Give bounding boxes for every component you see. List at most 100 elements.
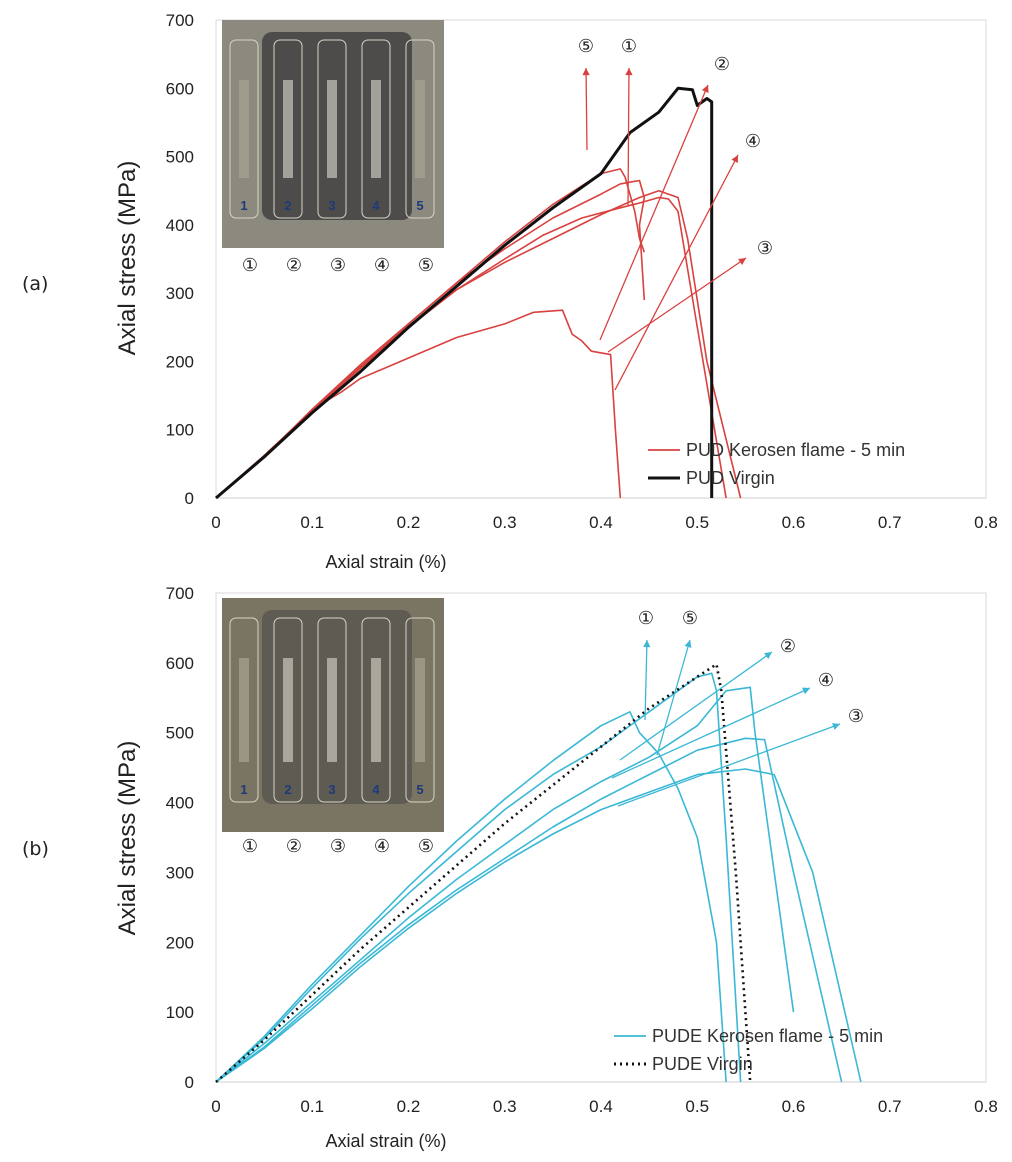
annotation-arrowhead-2 (764, 652, 772, 660)
x-tick-label: 0.6 (782, 1097, 806, 1116)
annotation-arrow-2 (619, 651, 773, 761)
x-tick-label: 0.7 (878, 513, 902, 532)
panel-label: (b) (22, 838, 49, 860)
y-tick-label: 700 (166, 11, 194, 30)
x-tick-label: 0.8 (974, 513, 998, 532)
annotation-label-5: ⑤ (578, 36, 594, 57)
specimen-photo: 1 2 3 4 5 (222, 598, 444, 832)
chart-panel-b: 0 0.1 0.2 0.3 0.4 0.5 0.6 0.7 0.8 0 100 200 300 400 50… (22, 584, 998, 1151)
annotation-arrowhead-3 (738, 258, 746, 266)
y-tick-label: 200 (166, 352, 194, 371)
series-line-3 (215, 737, 843, 1083)
photo-number-label: ③ (330, 836, 346, 857)
specimen-outline (405, 39, 435, 219)
series-line-2 (215, 686, 795, 1083)
y-tick-label: 600 (166, 654, 194, 673)
legend-label: PUD Kerosen flame - 5 min (686, 440, 905, 460)
y-tick-label: 100 (166, 1003, 194, 1022)
legend: PUD Kerosen flame - 5 min PUD Virgin (648, 440, 905, 488)
photo-specimen-number: 4 (372, 198, 380, 213)
series-line-1 (215, 711, 727, 1083)
x-axis-label: Axial strain (%) (325, 1131, 446, 1151)
annotation-arrow-4 (611, 687, 811, 779)
photo-number-label: ① (242, 836, 258, 857)
specimen-strip (415, 658, 425, 762)
x-tick-label: 0.1 (300, 513, 324, 532)
annotation-arrow-2 (599, 84, 709, 341)
y-tick-label: 400 (166, 794, 194, 813)
specimen-outline (317, 617, 347, 803)
y-tick-label: 500 (166, 148, 194, 167)
legend-label: PUD Virgin (686, 468, 775, 488)
y-tick-label: 200 (166, 933, 194, 952)
x-tick-label: 0.8 (974, 1097, 998, 1116)
y-tick-label: 700 (166, 584, 194, 603)
x-tick-label: 0 (211, 513, 220, 532)
photo-number-label: ④ (374, 255, 390, 276)
y-axis-label: Axial stress (MPa) (114, 741, 141, 936)
y-axis-label: Axial stress (MPa) (114, 161, 141, 356)
chart-panel-a: 0 0.1 0.2 0.3 0.4 0.5 0.6 0.7 0.8 0 100 200 300 400 50… (22, 11, 998, 572)
y-tick-label: 0 (185, 1073, 194, 1092)
annotation-arrow-1 (644, 639, 648, 721)
specimen-outline (405, 617, 435, 803)
series-line-3 (215, 309, 622, 499)
specimen-strip (371, 658, 381, 762)
series-line-4 (215, 768, 862, 1083)
photo-specimen-number: 3 (328, 782, 335, 797)
annotation-label-4: ④ (818, 670, 834, 691)
annotation-arrowhead-1 (625, 68, 633, 76)
specimen-strip (239, 658, 249, 762)
y-tick-label: 100 (166, 421, 194, 440)
legend: PUDE Kerosen flame - 5 min PUDE Virgin (614, 1026, 883, 1074)
photo-number-label: ④ (374, 836, 390, 857)
specimen-strip (327, 658, 337, 762)
annotation-arrowhead-2 (701, 85, 709, 93)
x-tick-label: 0.5 (685, 513, 709, 532)
annotation-arrow-5 (656, 639, 691, 756)
x-tick-label: 0 (211, 1097, 220, 1116)
specimen-outline (317, 39, 347, 219)
x-tick-label: 0.4 (589, 513, 613, 532)
annotation-arrowhead-4 (731, 155, 738, 163)
specimen-outline (361, 617, 391, 803)
annotation-label-5: ⑤ (682, 608, 698, 629)
photo-specimen-number: 2 (284, 198, 291, 213)
specimen-strip (239, 80, 249, 178)
photo-specimen-number: 4 (372, 782, 380, 797)
photo-specimen-number: 1 (240, 782, 247, 797)
annotation-arrowhead-5 (582, 68, 590, 76)
annotation-label-2: ② (714, 54, 730, 75)
y-tick-label: 400 (166, 216, 194, 235)
annotation-arrow-3 (617, 723, 841, 807)
x-tick-label: 0.2 (397, 1097, 421, 1116)
photo-specimen-number: 5 (416, 198, 423, 213)
legend-label: PUDE Virgin (652, 1054, 753, 1074)
specimen-photo: 1 2 3 4 5 (222, 20, 444, 248)
x-tick-label: 0.3 (493, 1097, 517, 1116)
annotation-arrowhead-1 (643, 640, 651, 648)
photo-number-label: ⑤ (418, 255, 434, 276)
x-tick-label: 0.7 (878, 1097, 902, 1116)
photo-specimen-number: 1 (240, 198, 247, 213)
panel-label: (a) (22, 273, 48, 295)
x-tick-label: 0.3 (493, 513, 517, 532)
annotation-label-1: ① (621, 36, 637, 57)
annotation-arrow-3 (607, 257, 747, 353)
specimen-strip (283, 658, 293, 762)
annotation-arrow-4 (614, 154, 739, 391)
annotation-arrowhead-5 (684, 640, 692, 648)
annotation-label-2: ② (780, 636, 796, 657)
annotation-arrowhead-3 (832, 723, 840, 730)
photo-number-label: ① (242, 255, 258, 276)
x-tick-label: 0.2 (397, 513, 421, 532)
photo-specimen-number: 5 (416, 782, 423, 797)
specimen-outline (229, 617, 259, 803)
series-line-5 (215, 168, 646, 499)
specimen-strip (327, 80, 337, 178)
photo-number-label: ② (286, 255, 302, 276)
photo-number-label: ③ (330, 255, 346, 276)
y-tick-label: 500 (166, 724, 194, 743)
specimen-strip (371, 80, 381, 178)
